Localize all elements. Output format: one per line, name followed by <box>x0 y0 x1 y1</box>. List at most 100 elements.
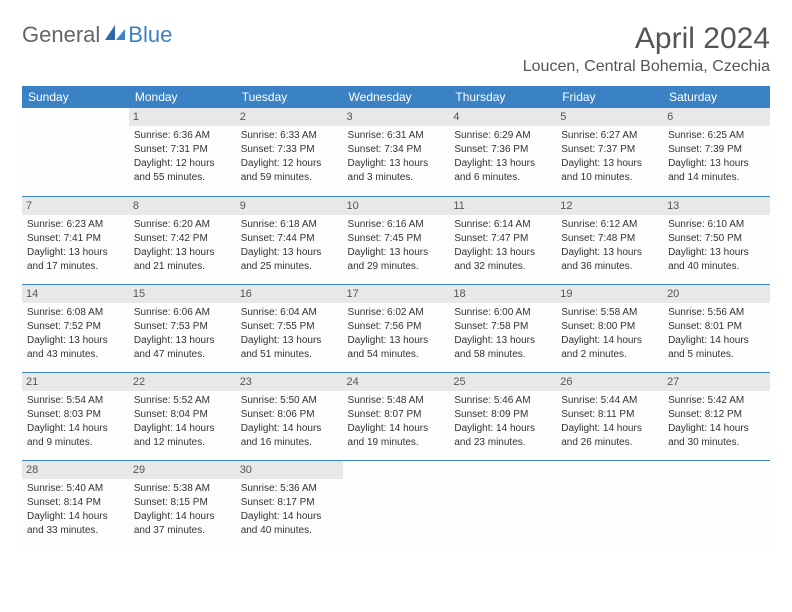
logo-sail-icon <box>104 22 126 48</box>
day-number: 6 <box>663 108 770 126</box>
cell-text: and 9 minutes. <box>27 436 124 449</box>
cell-text: Sunrise: 6:18 AM <box>241 218 338 231</box>
calendar-cell: 12Sunrise: 6:12 AMSunset: 7:48 PMDayligh… <box>556 196 663 284</box>
cell-text: and 19 minutes. <box>348 436 445 449</box>
title-block: April 2024 Loucen, Central Bohemia, Czec… <box>523 22 770 76</box>
cell-text: Sunset: 8:06 PM <box>241 408 338 421</box>
day-number: 5 <box>556 108 663 126</box>
cell-text: Sunset: 8:15 PM <box>134 496 231 509</box>
day-number: 1 <box>129 108 236 126</box>
cell-text: and 16 minutes. <box>241 436 338 449</box>
calendar-cell: 20Sunrise: 5:56 AMSunset: 8:01 PMDayligh… <box>663 284 770 372</box>
cell-text: and 58 minutes. <box>454 348 551 361</box>
calendar-cell: 3Sunrise: 6:31 AMSunset: 7:34 PMDaylight… <box>343 108 450 196</box>
calendar-cell: 11Sunrise: 6:14 AMSunset: 7:47 PMDayligh… <box>449 196 556 284</box>
calendar-cell: 14Sunrise: 6:08 AMSunset: 7:52 PMDayligh… <box>22 284 129 372</box>
cell-text: Sunrise: 5:36 AM <box>241 482 338 495</box>
logo-text-blue: Blue <box>128 22 172 48</box>
cell-text: and 10 minutes. <box>561 171 658 184</box>
cell-text: Sunrise: 6:20 AM <box>134 218 231 231</box>
cell-text: Daylight: 13 hours <box>134 334 231 347</box>
cell-text: Daylight: 14 hours <box>134 422 231 435</box>
cell-text: Sunrise: 6:23 AM <box>27 218 124 231</box>
calendar-week-row: 1Sunrise: 6:36 AMSunset: 7:31 PMDaylight… <box>22 108 770 196</box>
day-number: 27 <box>663 373 770 391</box>
day-header-row: SundayMondayTuesdayWednesdayThursdayFrid… <box>22 86 770 108</box>
cell-text: and 37 minutes. <box>134 524 231 537</box>
location: Loucen, Central Bohemia, Czechia <box>523 58 770 76</box>
cell-text: Sunrise: 6:25 AM <box>668 129 765 142</box>
header: General Blue April 2024 Loucen, Central … <box>22 22 770 76</box>
cell-text: Daylight: 12 hours <box>241 157 338 170</box>
calendar-cell: 5Sunrise: 6:27 AMSunset: 7:37 PMDaylight… <box>556 108 663 196</box>
calendar-cell: 25Sunrise: 5:46 AMSunset: 8:09 PMDayligh… <box>449 372 556 460</box>
cell-text: Sunrise: 6:33 AM <box>241 129 338 142</box>
cell-text: Sunrise: 5:52 AM <box>134 394 231 407</box>
cell-text: Sunset: 7:31 PM <box>134 143 231 156</box>
calendar-cell <box>556 460 663 548</box>
calendar-cell <box>343 460 450 548</box>
cell-text: Sunrise: 6:14 AM <box>454 218 551 231</box>
cell-text: Daylight: 14 hours <box>454 422 551 435</box>
calendar-week-row: 7Sunrise: 6:23 AMSunset: 7:41 PMDaylight… <box>22 196 770 284</box>
cell-text: and 47 minutes. <box>134 348 231 361</box>
cell-text: Daylight: 14 hours <box>561 334 658 347</box>
cell-text: and 40 minutes. <box>668 260 765 273</box>
cell-text: and 30 minutes. <box>668 436 765 449</box>
calendar-cell <box>663 460 770 548</box>
cell-text: Sunset: 8:09 PM <box>454 408 551 421</box>
cell-text: Daylight: 13 hours <box>241 246 338 259</box>
cell-text: Daylight: 13 hours <box>561 246 658 259</box>
cell-text: Sunset: 7:36 PM <box>454 143 551 156</box>
cell-text: Daylight: 14 hours <box>241 422 338 435</box>
cell-text: Sunset: 7:55 PM <box>241 320 338 333</box>
cell-text: Sunset: 8:07 PM <box>348 408 445 421</box>
calendar-cell: 29Sunrise: 5:38 AMSunset: 8:15 PMDayligh… <box>129 460 236 548</box>
cell-text: Sunset: 8:14 PM <box>27 496 124 509</box>
cell-text: Sunset: 8:17 PM <box>241 496 338 509</box>
calendar-cell: 7Sunrise: 6:23 AMSunset: 7:41 PMDaylight… <box>22 196 129 284</box>
cell-text: and 12 minutes. <box>134 436 231 449</box>
cell-text: Sunset: 7:34 PM <box>348 143 445 156</box>
day-number: 3 <box>343 108 450 126</box>
cell-text: Daylight: 14 hours <box>27 422 124 435</box>
cell-text: Daylight: 13 hours <box>668 157 765 170</box>
day-header: Friday <box>556 86 663 108</box>
day-number: 24 <box>343 373 450 391</box>
cell-text: Daylight: 13 hours <box>454 157 551 170</box>
cell-text: Sunrise: 5:38 AM <box>134 482 231 495</box>
day-number: 9 <box>236 197 343 215</box>
cell-text: and 3 minutes. <box>348 171 445 184</box>
cell-text: Sunset: 7:37 PM <box>561 143 658 156</box>
cell-text: Sunrise: 6:31 AM <box>348 129 445 142</box>
cell-text: Sunset: 7:58 PM <box>454 320 551 333</box>
cell-text: Sunrise: 5:42 AM <box>668 394 765 407</box>
cell-text: and 36 minutes. <box>561 260 658 273</box>
calendar-cell: 30Sunrise: 5:36 AMSunset: 8:17 PMDayligh… <box>236 460 343 548</box>
cell-text: Sunrise: 6:00 AM <box>454 306 551 319</box>
calendar-week-row: 21Sunrise: 5:54 AMSunset: 8:03 PMDayligh… <box>22 372 770 460</box>
day-header: Thursday <box>449 86 556 108</box>
cell-text: and 33 minutes. <box>27 524 124 537</box>
day-number: 10 <box>343 197 450 215</box>
cell-text: Daylight: 13 hours <box>27 246 124 259</box>
cell-text: and 55 minutes. <box>134 171 231 184</box>
cell-text: Sunset: 7:41 PM <box>27 232 124 245</box>
cell-text: Sunrise: 6:10 AM <box>668 218 765 231</box>
day-header: Saturday <box>663 86 770 108</box>
calendar-cell: 6Sunrise: 6:25 AMSunset: 7:39 PMDaylight… <box>663 108 770 196</box>
cell-text: and 40 minutes. <box>241 524 338 537</box>
calendar-cell <box>449 460 556 548</box>
month-title: April 2024 <box>523 22 770 56</box>
day-number: 26 <box>556 373 663 391</box>
day-number: 18 <box>449 285 556 303</box>
day-number: 30 <box>236 461 343 479</box>
calendar-cell: 19Sunrise: 5:58 AMSunset: 8:00 PMDayligh… <box>556 284 663 372</box>
cell-text: Sunset: 8:00 PM <box>561 320 658 333</box>
cell-text: Daylight: 13 hours <box>348 246 445 259</box>
cell-text: Daylight: 13 hours <box>668 246 765 259</box>
cell-text: Sunrise: 5:44 AM <box>561 394 658 407</box>
day-number: 11 <box>449 197 556 215</box>
cell-text: and 14 minutes. <box>668 171 765 184</box>
cell-text: Sunset: 7:53 PM <box>134 320 231 333</box>
